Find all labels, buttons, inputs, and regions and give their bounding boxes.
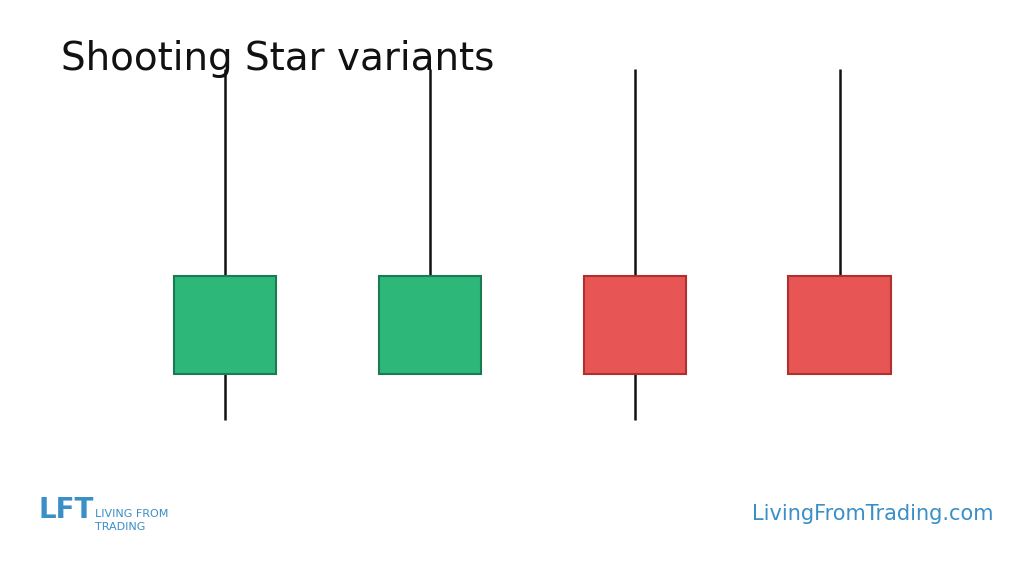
Text: LIVING FROM
TRADING: LIVING FROM TRADING — [95, 509, 169, 532]
Text: LivingFromTrading.com: LivingFromTrading.com — [752, 504, 993, 524]
Bar — [788, 276, 891, 374]
Bar — [379, 276, 481, 374]
Bar — [584, 276, 686, 374]
Text: LFT: LFT — [39, 496, 94, 524]
Bar — [174, 276, 276, 374]
Text: Shooting Star variants: Shooting Star variants — [61, 40, 495, 78]
